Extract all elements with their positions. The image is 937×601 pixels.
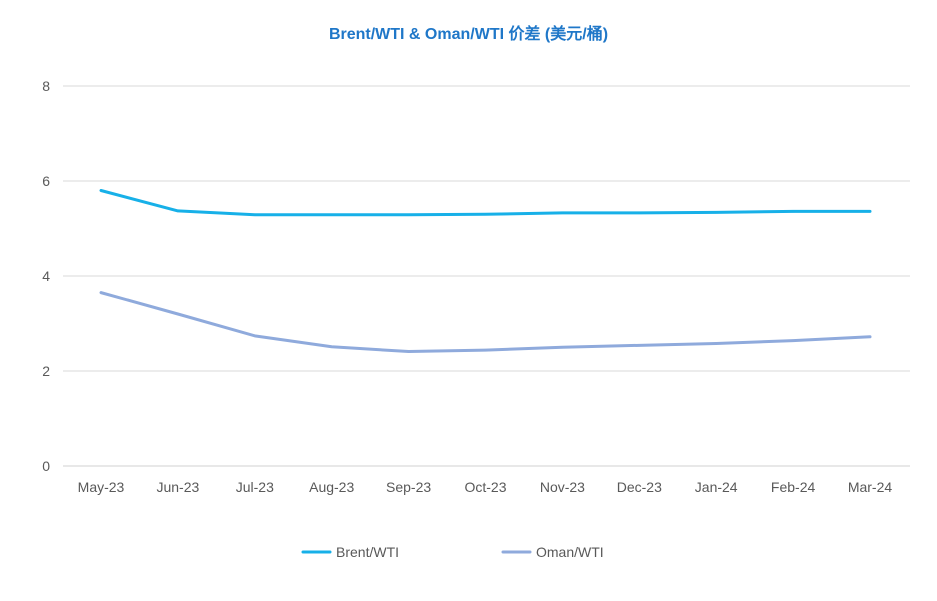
y-axis-ticks: 0 2 4 6 8 <box>42 78 50 474</box>
series-lines <box>99 189 872 354</box>
data-point <box>99 291 103 294</box>
data-point <box>868 210 872 213</box>
data-point <box>791 339 795 342</box>
x-axis-ticks: May-23 Jun-23 Jul-23 Aug-23 Sep-23 Oct-23 Nov-… <box>78 479 893 495</box>
x-tick-label: Dec-23 <box>617 479 662 495</box>
data-point <box>253 213 256 216</box>
x-tick-label: Oct-23 <box>464 479 506 495</box>
data-point <box>868 335 872 338</box>
x-tick-label: Mar-24 <box>848 479 893 495</box>
gridlines <box>63 85 910 467</box>
legend-label: Brent/WTI <box>336 544 399 560</box>
data-point <box>99 189 103 192</box>
x-tick-label: Jun-23 <box>156 479 199 495</box>
y-tick-label: 4 <box>42 268 50 284</box>
data-point <box>561 346 564 349</box>
y-tick-label: 2 <box>42 363 50 379</box>
data-point <box>407 213 410 216</box>
x-tick-label: Nov-23 <box>540 479 585 495</box>
data-point <box>176 312 180 316</box>
chart-title: Brent/WTI & Oman/WTI 价差 (美元/桶) <box>328 26 609 43</box>
y-tick-label: 8 <box>42 78 50 94</box>
data-point <box>638 344 641 347</box>
data-point <box>176 209 180 213</box>
data-point <box>715 211 718 214</box>
data-point <box>484 213 487 216</box>
data-point <box>715 342 718 345</box>
y-tick-label: 6 <box>42 173 50 189</box>
x-tick-label: May-23 <box>78 479 125 495</box>
data-point <box>791 210 795 213</box>
legend-label: Oman/WTI <box>536 544 604 560</box>
x-tick-label: Aug-23 <box>309 479 354 495</box>
data-point <box>330 345 333 348</box>
data-point <box>330 213 333 216</box>
data-point <box>638 211 641 215</box>
legend: Brent/WTI Oman/WTI <box>301 544 604 560</box>
y-tick-label: 0 <box>42 458 50 474</box>
x-tick-label: Sep-23 <box>386 479 431 495</box>
series-line-oman-wti <box>99 291 872 354</box>
data-point <box>407 350 410 353</box>
x-tick-label: Jul-23 <box>236 479 274 495</box>
x-tick-label: Jan-24 <box>695 479 738 495</box>
data-point <box>484 348 487 352</box>
x-tick-label: Feb-24 <box>771 479 816 495</box>
data-point <box>561 211 564 215</box>
series-line-brent-wti <box>99 189 872 217</box>
data-point <box>253 334 256 338</box>
